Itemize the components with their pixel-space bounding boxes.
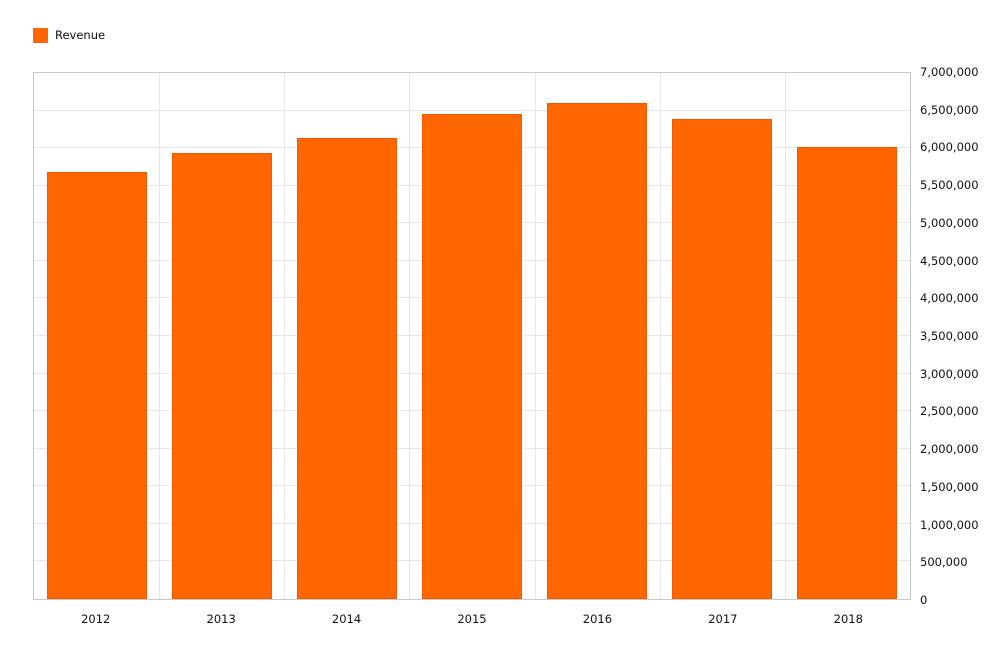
plot-area — [33, 72, 911, 600]
x-tick-label-2014: 2014 — [331, 612, 362, 626]
y-tick-label: 6,500,000 — [920, 102, 979, 117]
y-tick-label: 2,000,000 — [920, 442, 979, 457]
y-tick-label: 7,000,000 — [920, 65, 979, 79]
x-tick-label-2012: 2012 — [81, 612, 111, 626]
h-gridline — [34, 109, 910, 111]
y-tick-label: 3,000,000 — [920, 366, 979, 381]
bar-2012[interactable] — [46, 172, 147, 599]
legend[interactable]: Revenue — [33, 27, 105, 43]
v-gridline — [284, 73, 286, 599]
x-tick-label-2018: 2018 — [833, 612, 863, 626]
v-gridline — [409, 73, 411, 599]
y-tick-label: 1,000,000 — [920, 517, 979, 532]
bar-2014[interactable] — [296, 137, 397, 599]
y-tick-label: 500,000 — [920, 555, 968, 570]
bar-2015[interactable] — [421, 114, 523, 599]
y-tick-label: 0 — [920, 593, 928, 607]
x-tick-label-2015: 2015 — [457, 612, 487, 626]
y-tick-label: 4,500,000 — [920, 253, 979, 268]
bar-2018[interactable] — [797, 146, 898, 599]
v-gridline — [159, 73, 161, 599]
legend-swatch-icon — [33, 27, 48, 43]
v-gridline — [534, 73, 536, 599]
y-tick-label: 4,000,000 — [920, 291, 979, 306]
y-tick-label: 5,000,000 — [920, 215, 979, 230]
bar-2017[interactable] — [672, 118, 773, 599]
v-gridline — [659, 73, 661, 599]
y-tick-label: 1,500,000 — [920, 479, 979, 494]
legend-label: Revenue — [55, 28, 106, 42]
bar-2016[interactable] — [547, 103, 648, 599]
y-tick-label: 6,000,000 — [920, 140, 979, 155]
x-tick-label-2016: 2016 — [582, 612, 613, 626]
x-tick-label-2013: 2013 — [206, 612, 236, 626]
y-tick-label: 3,500,000 — [920, 329, 979, 343]
y-tick-label: 5,500,000 — [920, 178, 979, 193]
x-tick-label-2017: 2017 — [708, 612, 738, 626]
bar-2013[interactable] — [171, 152, 272, 599]
y-tick-label: 2,500,000 — [920, 404, 979, 419]
v-gridline — [784, 73, 786, 599]
